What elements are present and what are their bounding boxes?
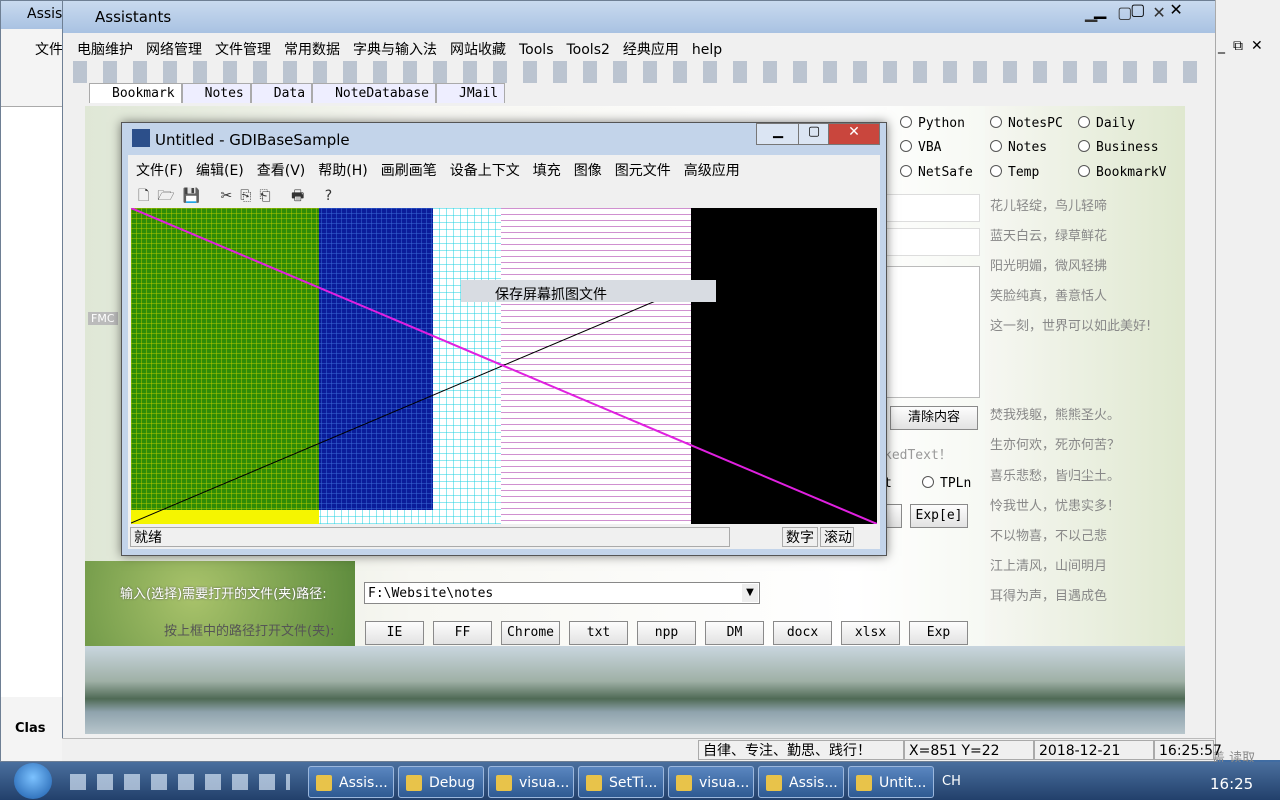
clock: 16:25 <box>1210 775 1254 793</box>
open-button[interactable]: npp <box>637 621 696 645</box>
menu-item[interactable]: 网络管理 <box>146 42 202 58</box>
clear-button[interactable]: 清除内容 <box>890 406 978 430</box>
poem-line: 生亦何欢，死亦何苦？ <box>990 438 1121 453</box>
poem-line: 焚我残躯，熊熊圣火。 <box>990 408 1121 423</box>
fmc-label: FMC <box>88 312 118 325</box>
menu-item[interactable]: 文件(F) <box>136 163 183 179</box>
exp-button[interactable]: Exp[e] <box>910 504 968 528</box>
menu-item[interactable]: 文件管理 <box>215 42 271 58</box>
radio-option[interactable]: Notes <box>990 140 1047 155</box>
menu-item[interactable]: 高级应用 <box>683 163 740 179</box>
radio-option[interactable]: Daily <box>1078 116 1135 131</box>
status-cell: X=851 Y=22 <box>904 740 1034 760</box>
menu-item[interactable]: 编辑(E) <box>195 163 244 179</box>
taskbar-item[interactable]: Assis... <box>758 766 844 798</box>
left-window: Assis 文件 Clas <box>0 0 72 762</box>
tpln-radio[interactable]: TPLn <box>922 476 971 491</box>
gdi-canvas <box>131 208 877 524</box>
status-cell: 16:25:57 <box>1154 740 1222 760</box>
poem-line: 这一刻，世界可以如此美好! <box>990 319 1152 334</box>
taskbar-item[interactable]: Untit... <box>848 766 934 798</box>
sample-window: Untitled - GDIBaseSample ▁ ▢ ✕ 文件(F) 编辑(E… <box>121 122 887 556</box>
tab-strip: Bookmark Notes Data NoteDatabase JMail <box>89 83 506 103</box>
radio-option[interactable]: Python <box>900 116 965 131</box>
tab[interactable]: JMail <box>436 83 506 103</box>
open-button[interactable]: FF <box>433 621 492 645</box>
taskbar-item[interactable]: Debug <box>398 766 484 798</box>
tab[interactable]: NoteDatabase <box>312 83 436 103</box>
radio-option[interactable]: Business <box>1078 140 1159 155</box>
status-cell: 数字 <box>782 527 818 547</box>
menu-item[interactable]: Tools2 <box>566 42 610 58</box>
main-title: Assistants <box>95 8 172 26</box>
status-cell: 自律、专注、勤思、践行！ <box>698 740 904 760</box>
menu-item[interactable]: 图元文件 <box>614 163 671 179</box>
lang: CH <box>942 774 961 789</box>
menu-item[interactable]: 常用数据 <box>284 42 340 58</box>
tab[interactable]: Bookmark <box>89 83 182 103</box>
poem-line: 花儿轻绽，鸟儿轻啼 <box>990 199 1108 214</box>
menu-item[interactable]: 填充 <box>532 163 561 179</box>
status-cell: 2018-12-21 <box>1034 740 1154 760</box>
status-cell: 就绪 <box>130 527 730 547</box>
partial-label: t <box>884 476 892 491</box>
radio-option[interactable]: NetSafe <box>900 165 973 180</box>
open-button[interactable]: IE <box>365 621 424 645</box>
poem-line: 笑脸纯真，善意恬人 <box>990 289 1108 304</box>
open-button[interactable]: DM <box>705 621 764 645</box>
taskbar-item[interactable]: visua... <box>668 766 754 798</box>
open-button[interactable]: Chrome <box>501 621 560 645</box>
taskbar-item[interactable]: SetTi... <box>578 766 664 798</box>
start-button[interactable] <box>14 763 52 799</box>
radio-option[interactable]: VBA <box>900 140 941 155</box>
radio-option[interactable]: BookmarkV <box>1078 165 1166 180</box>
menu-item[interactable]: Tools <box>519 42 554 58</box>
path-label: 输入(选择)需要打开的文件(夹)路径: <box>120 587 327 602</box>
poem-line: 阳光明媚，微风轻拂 <box>990 259 1108 274</box>
left-window-title: Assis <box>27 6 63 22</box>
close-button[interactable]: ✕ <box>828 123 880 145</box>
partial-text: kedText！ <box>884 448 952 463</box>
popup-text: 保存屏幕抓图文件 <box>495 287 607 303</box>
toolbar <box>73 61 1203 83</box>
poem-line: 江上清风，山间明月 <box>990 559 1108 574</box>
poem-line: 不以物喜，不以己悲 <box>990 529 1108 544</box>
sample-menu: 文件(F) 编辑(E) 查看(V) 帮助(H) 画刷画笔 设备上下文 填充 图像 图元文件 高级应… <box>136 160 753 180</box>
window-controls[interactable]: ▁▢✕ <box>1085 3 1186 22</box>
open-button[interactable]: txt <box>569 621 628 645</box>
menu-item[interactable]: 帮助(H) <box>318 163 368 179</box>
menu-item[interactable]: 字典与输入法 <box>353 42 437 58</box>
menu-item[interactable]: 经典应用 <box>622 42 679 58</box>
poem-line: 喜乐悲愁，皆归尘土。 <box>990 469 1121 484</box>
left-tab: Clas <box>15 721 46 736</box>
menu-item[interactable]: 设备上下文 <box>449 163 520 179</box>
sample-title: Untitled - GDIBaseSample <box>155 131 350 149</box>
poem-line: 怜我世人，忧患实多！ <box>990 499 1121 514</box>
menu-item[interactable]: 电脑维护 <box>77 42 133 58</box>
menu-item[interactable]: 图像 <box>573 163 602 179</box>
main-menu: 电脑维护 网络管理 文件管理 常用数据 字典与输入法 网站收藏 Tools Tools2 经典应… <box>77 39 735 59</box>
taskbar-item[interactable]: Assis... <box>308 766 394 798</box>
radio-option[interactable]: NotesPC <box>990 116 1063 131</box>
taskbar-item[interactable]: visua... <box>488 766 574 798</box>
menu-item[interactable]: 画刷画笔 <box>380 163 437 179</box>
status-cell: 滚动 <box>820 527 854 547</box>
poem-line: 耳得为声，目遇成色 <box>990 589 1108 604</box>
open-button[interactable]: xlsx <box>841 621 900 645</box>
open-label: 按上框中的路径打开文件(夹): <box>164 624 335 639</box>
tab[interactable]: Data <box>250 83 313 103</box>
open-button[interactable]: Exp <box>909 621 968 645</box>
radio-option[interactable]: Temp <box>990 165 1039 180</box>
path-input[interactable]: F:\Website\notes <box>364 582 760 604</box>
poem-line: 蓝天白云，绿草鲜花 <box>990 229 1108 244</box>
open-button[interactable]: docx <box>773 621 832 645</box>
menu-item[interactable]: help <box>691 42 723 58</box>
tab[interactable]: Notes <box>181 83 251 103</box>
menu-item[interactable]: 网站收藏 <box>450 42 506 58</box>
left-menu: 文件 <box>35 42 63 58</box>
landscape-image <box>85 646 1185 734</box>
menu-item[interactable]: 查看(V) <box>256 163 306 179</box>
